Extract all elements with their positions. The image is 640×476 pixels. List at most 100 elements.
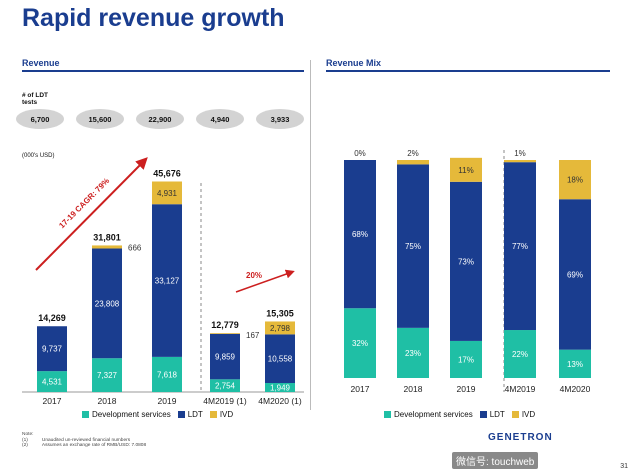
revenue-value-label: 167 bbox=[246, 331, 260, 340]
revenue-bar-segment bbox=[210, 333, 240, 380]
mix-bar-segment bbox=[559, 160, 591, 200]
ldt-tests-pill: 22,900 bbox=[136, 109, 184, 129]
revenue-category-label: 4M2019 (1) bbox=[203, 396, 247, 406]
page-title: Rapid revenue growth bbox=[22, 4, 285, 32]
revenue-total-label: 14,269 bbox=[38, 313, 66, 323]
mix-legend-label-ivd: IVD bbox=[521, 410, 536, 419]
revenue-bar-segment bbox=[37, 371, 67, 392]
revenue-bar-segment bbox=[37, 326, 67, 372]
legend-label-ivd: IVD bbox=[219, 410, 234, 419]
mix-value-label: 23% bbox=[405, 349, 421, 358]
footnote: (2) Assumes an exchange rate of RMB/USD: … bbox=[22, 443, 146, 449]
legend-item-ivd: IVD bbox=[209, 410, 234, 419]
revenue-value-label: 2,798 bbox=[270, 324, 291, 333]
mix-category-label: 2018 bbox=[404, 384, 423, 394]
mix-legend: Development services LDT IVD bbox=[384, 410, 539, 419]
notes-title: Note: bbox=[22, 432, 34, 437]
mix-bar-segment bbox=[397, 164, 429, 328]
mix-legend-label-dev: Development services bbox=[394, 410, 473, 419]
revenue-value-label: 33,127 bbox=[155, 277, 180, 286]
ldt-tests-pill: 4,940 bbox=[196, 109, 244, 129]
ldt-tests-label: # of LDT tests bbox=[22, 92, 48, 106]
mix-legend-swatch-ivd bbox=[511, 411, 519, 418]
revenue-bar-segment bbox=[265, 383, 295, 392]
mix-bar-segment bbox=[504, 330, 536, 378]
mix-category-label: 4M2020 bbox=[560, 384, 591, 394]
mix-bar-segment bbox=[397, 160, 429, 165]
legend-item-ldt: LDT bbox=[177, 410, 203, 419]
revenue-value-label: 7,327 bbox=[97, 371, 118, 380]
mix-value-label: 75% bbox=[405, 242, 421, 251]
page-number: 31 bbox=[620, 463, 628, 470]
revenue-bar-segment bbox=[265, 321, 295, 335]
mix-legend-item-ldt: LDT bbox=[479, 410, 505, 419]
mix-value-label: 13% bbox=[567, 360, 583, 369]
revenue-value-label: 4,931 bbox=[157, 189, 178, 198]
mix-bar-segment bbox=[450, 157, 482, 182]
ldt-tests-pill: 3,933 bbox=[256, 109, 304, 129]
revenue-mix-section-title: Revenue Mix bbox=[326, 58, 382, 68]
mix-value-label: 0% bbox=[354, 149, 366, 158]
revenue-value-label: 4,531 bbox=[42, 378, 63, 387]
legend-item-dev: Development services bbox=[82, 410, 171, 419]
mix-legend-swatch-dev bbox=[384, 411, 391, 418]
mix-bar-segment bbox=[559, 349, 591, 378]
mix-bar-segment bbox=[397, 327, 429, 378]
mix-legend-label-ldt: LDT bbox=[489, 410, 505, 419]
revenue-bar-segment bbox=[152, 181, 182, 205]
mix-bar-segment bbox=[344, 308, 376, 378]
revenue-bar-segment bbox=[152, 204, 182, 357]
legend-swatch-ivd bbox=[209, 411, 217, 418]
mix-bar-segment bbox=[344, 160, 376, 309]
revenue-section-title: Revenue bbox=[22, 58, 60, 68]
mix-legend-item-dev: Development services bbox=[384, 410, 473, 419]
mix-value-label: 11% bbox=[458, 166, 473, 175]
ldt-tests-pill: 15,600 bbox=[76, 109, 124, 129]
mix-value-label: 1% bbox=[514, 149, 526, 158]
revenue-value-label: 666 bbox=[128, 243, 142, 252]
mix-value-label: 77% bbox=[512, 242, 528, 251]
brand-logo: GENETRON bbox=[488, 432, 553, 443]
legend-swatch-dev bbox=[82, 411, 89, 418]
mix-value-label: 73% bbox=[458, 257, 474, 266]
cagr-arrow bbox=[35, 157, 148, 271]
revenue-value-label: 9,859 bbox=[215, 353, 236, 362]
mix-value-label: 32% bbox=[352, 339, 368, 348]
ldt-tests-pill: 6,700 bbox=[16, 109, 64, 129]
revenue-category-label: 2018 bbox=[98, 396, 117, 406]
revenue-bar-segment bbox=[92, 358, 122, 392]
revenue-total-label: 31,801 bbox=[93, 232, 121, 242]
revenue-category-label: 2017 bbox=[43, 396, 62, 406]
footnote-num: (2) bbox=[22, 443, 28, 448]
mix-bar-segment bbox=[504, 160, 536, 163]
revenue-value-label: 2,754 bbox=[215, 382, 236, 391]
footnote-num: (1) bbox=[22, 437, 28, 443]
section-divider bbox=[310, 60, 311, 410]
mix-category-label: 2019 bbox=[457, 384, 476, 394]
footnote-text: Unaudited un-reviewed financial numbers bbox=[41, 437, 131, 443]
revenue-category-label: 2019 bbox=[158, 396, 177, 406]
revenue-category-label: 4M2020 (1) bbox=[258, 396, 302, 406]
mix-legend-swatch-ldt bbox=[479, 411, 487, 418]
revenue-value-label: 7,618 bbox=[157, 370, 178, 379]
revenue-value-label: 10,558 bbox=[268, 355, 293, 364]
revenue-total-label: 12,779 bbox=[211, 320, 239, 330]
mix-value-label: 17% bbox=[458, 355, 474, 364]
revenue-total-label: 15,305 bbox=[266, 308, 294, 318]
revenue-bar-segment bbox=[265, 334, 295, 384]
growth-arrow bbox=[235, 269, 295, 293]
legend-label-dev: Development services bbox=[92, 410, 171, 419]
growth-label: 20% bbox=[246, 271, 262, 280]
revenue-value-label: 1,949 bbox=[270, 384, 291, 393]
footnotes: Note: (1) Unaudited un-reviewed financial… bbox=[22, 432, 146, 449]
mix-value-label: 18% bbox=[567, 176, 583, 185]
mix-value-label: 2% bbox=[407, 149, 419, 158]
revenue-section-rule bbox=[22, 70, 304, 72]
revenue-bar-segment bbox=[92, 245, 122, 249]
revenue-legend: Development services LDT IVD bbox=[82, 410, 237, 419]
revenue-value-label: 9,737 bbox=[42, 345, 63, 354]
mix-legend-item-ivd: IVD bbox=[511, 410, 536, 419]
revenue-total-label: 45,676 bbox=[153, 168, 181, 178]
unit-label: (000's USD) bbox=[22, 153, 55, 159]
